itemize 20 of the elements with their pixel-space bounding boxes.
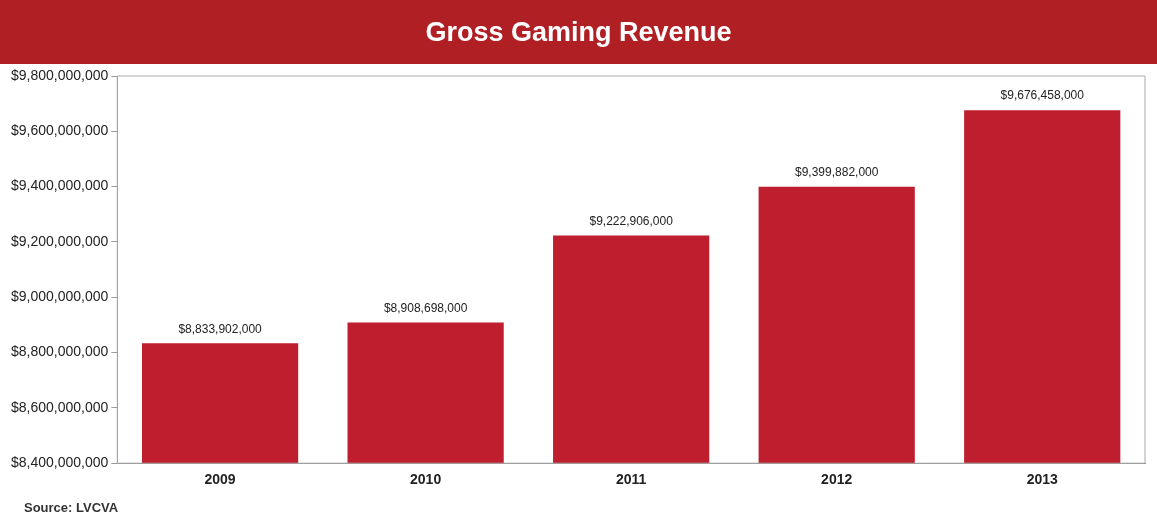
y-tick-label: $9,200,000,000	[10, 232, 109, 249]
source-note: Source: LVCVA	[24, 500, 119, 515]
y-tick-label: $9,800,000,000	[10, 66, 109, 83]
y-tick-label: $9,400,000,000	[10, 177, 109, 194]
x-tick-label: 2012	[821, 471, 853, 488]
y-tick-label: $9,600,000,000	[10, 122, 109, 139]
x-tick-label: 2009	[204, 471, 236, 488]
data-label: $9,222,906,000	[589, 213, 674, 228]
data-label: $9,399,882,000	[794, 164, 879, 179]
x-tick-label: 2011	[615, 471, 647, 488]
y-tick-label: $8,600,000,000	[10, 398, 109, 415]
x-tick-label: 2013	[1026, 471, 1059, 488]
data-label: $8,908,698,000	[383, 300, 468, 315]
y-tick-label: $8,400,000,000	[10, 454, 109, 471]
y-tick-label: $8,800,000,000	[10, 343, 109, 360]
x-tick-label: 2010	[410, 471, 442, 488]
data-label: $8,833,902,000	[178, 321, 263, 336]
y-tick-label: $9,000,000,000	[10, 288, 109, 305]
chart-title: Gross Gaming Revenue	[0, 0, 1157, 64]
data-label: $9,676,458,000	[1000, 88, 1085, 103]
